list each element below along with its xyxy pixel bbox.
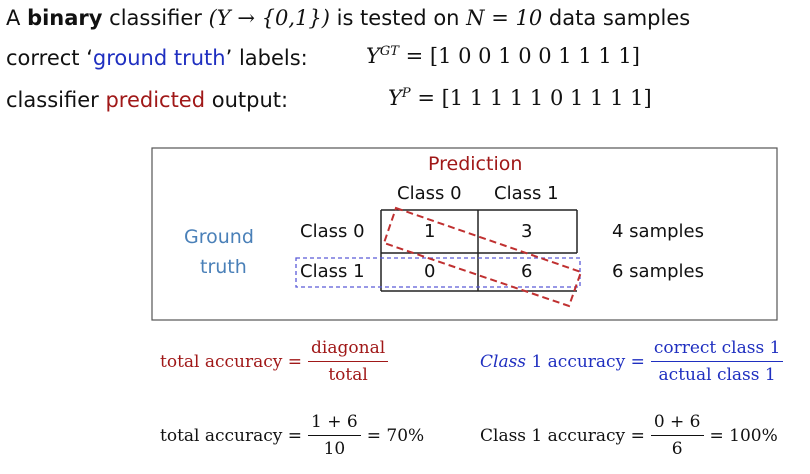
text: A <box>6 6 21 30</box>
vector: YP = [1 1 1 1 1 0 1 1 1 1] <box>388 86 652 110</box>
result: = 70% <box>366 425 425 446</box>
text: is tested on <box>336 6 460 30</box>
text: Class 1 accuracy = <box>480 425 645 446</box>
text: 1 accuracy = <box>531 351 645 372</box>
denominator: 6 <box>671 439 683 459</box>
math: = [1 0 0 1 0 0 1 1 1 1] <box>405 44 640 68</box>
grid <box>380 209 578 292</box>
row-label: truth <box>200 256 247 278</box>
row-header: Class 0 <box>300 221 365 242</box>
text: correct ‘ <box>6 46 93 70</box>
text: classifier <box>109 6 202 30</box>
text: output: <box>211 88 289 112</box>
denominator: actual class 1 <box>658 365 776 385</box>
text: Class <box>480 351 527 372</box>
math: Y <box>366 44 380 68</box>
result: = 100% <box>709 425 778 446</box>
col-header: Class 0 <box>397 183 462 204</box>
row-label: Ground <box>184 226 254 248</box>
row-highlight <box>295 257 581 288</box>
math: Y <box>388 86 402 110</box>
math: P <box>401 86 411 101</box>
col-header: Class 1 <box>494 183 559 204</box>
formula: total accuracy = diagonal total <box>160 338 389 385</box>
numerator: 0 + 6 <box>650 412 704 436</box>
math: = [1 1 1 1 1 0 1 1 1 1] <box>417 86 652 110</box>
intro-line: correct ‘ground truth’ labels: <box>6 46 308 70</box>
formula: total accuracy = 1 + 6 10 = 70% <box>160 412 424 459</box>
cell: 0 <box>424 261 436 282</box>
highlight: ground truth <box>92 46 226 70</box>
math: (Y → {0,1}) <box>208 6 330 30</box>
diagonal-highlight <box>382 206 583 308</box>
math: GT <box>379 44 399 59</box>
row-header: Class 1 <box>300 261 365 282</box>
row-total: 4 samples <box>612 221 704 242</box>
cell: 6 <box>521 261 533 282</box>
text: data samples <box>548 6 691 30</box>
text: ’ labels: <box>225 46 308 70</box>
highlight: predicted <box>105 88 206 112</box>
row-total: 6 samples <box>612 261 704 282</box>
text: total accuracy = <box>160 425 303 446</box>
frame <box>151 147 778 321</box>
text: classifier <box>6 88 99 112</box>
cell: 3 <box>521 221 533 242</box>
numerator: diagonal <box>308 338 389 362</box>
text: total accuracy = <box>160 351 303 372</box>
intro-line: classifier predicted output: <box>6 88 288 112</box>
denominator: total <box>328 365 368 385</box>
math: N = 10 <box>466 6 543 30</box>
intro-line: A binary classifier (Y → {0,1}) is teste… <box>6 6 690 30</box>
formula: Class 1 accuracy = 0 + 6 6 = 100% <box>480 412 778 459</box>
cell: 1 <box>424 221 436 242</box>
formula: Class 1 accuracy = correct class 1 actual… <box>480 338 784 385</box>
text: binary <box>27 6 103 30</box>
vector: YGT = [1 0 0 1 0 0 1 1 1 1] <box>366 44 640 68</box>
numerator: 1 + 6 <box>308 412 361 436</box>
matrix-title: Prediction <box>428 153 523 175</box>
numerator: correct class 1 <box>650 338 784 362</box>
denominator: 10 <box>323 439 346 459</box>
